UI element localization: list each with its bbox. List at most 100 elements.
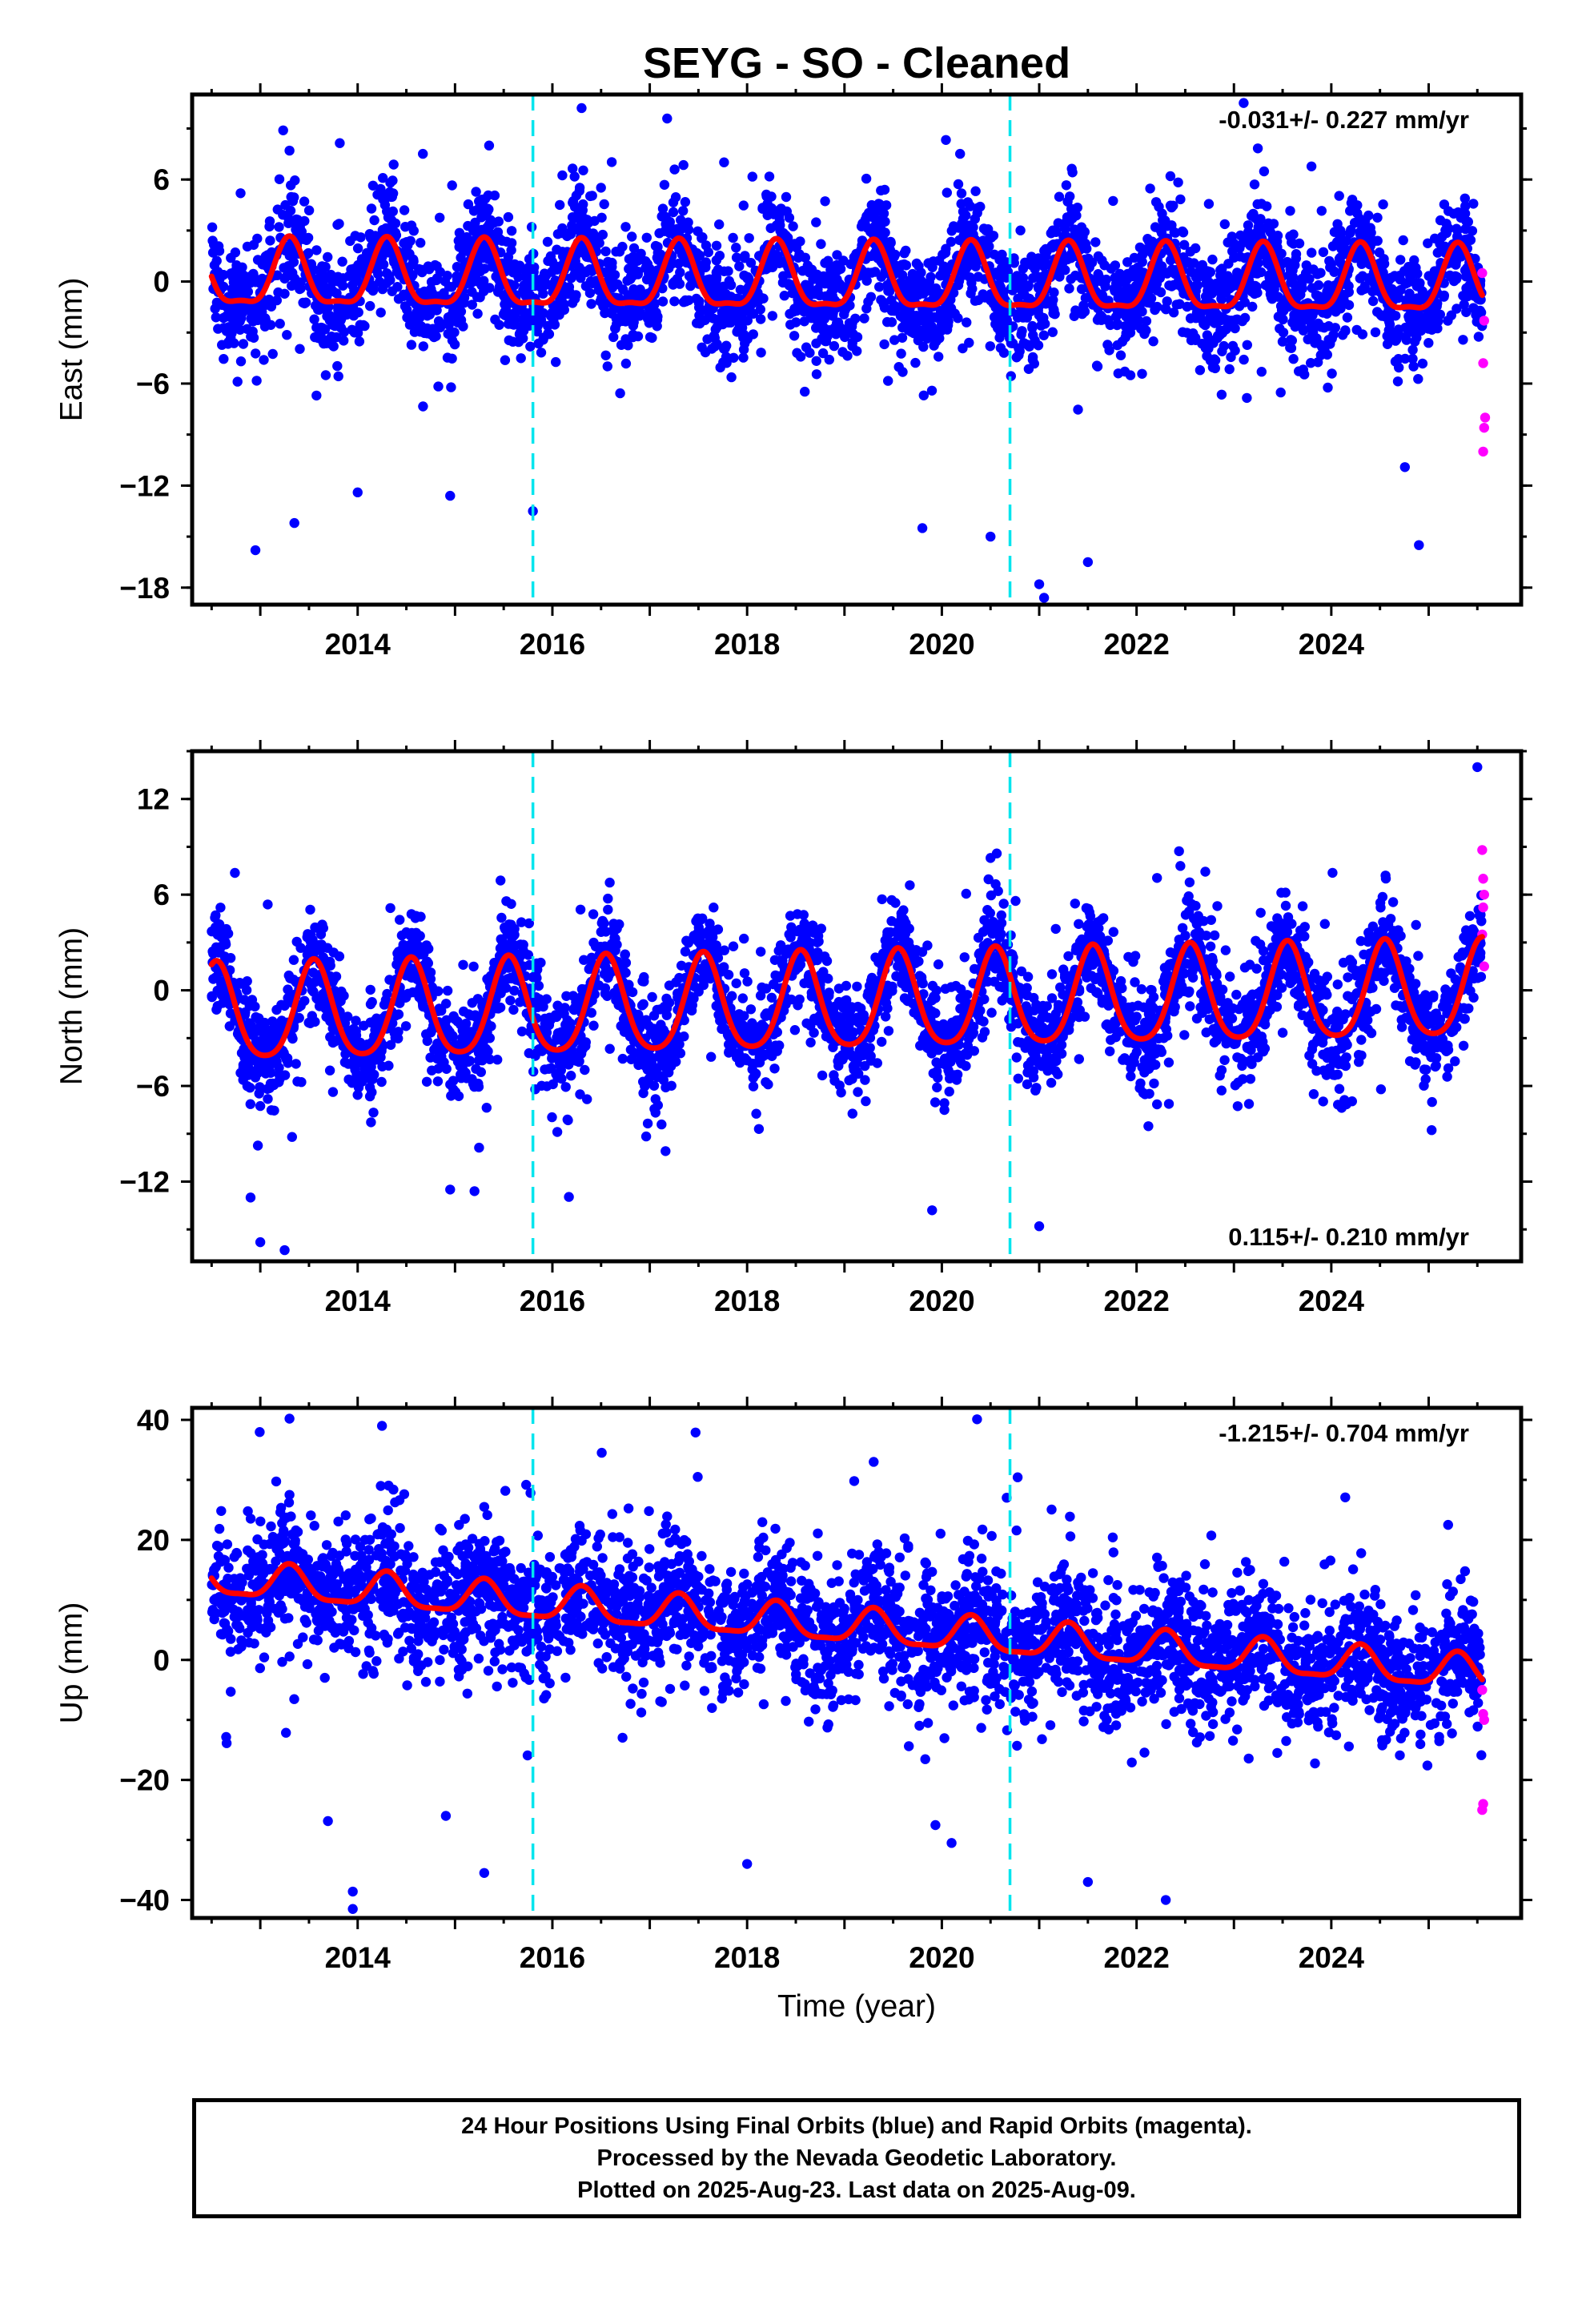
final-orbit-point: [1442, 1072, 1452, 1082]
final-orbit-point: [1131, 307, 1142, 318]
final-orbit-point: [267, 348, 278, 360]
final-orbit-point: [970, 214, 981, 224]
final-orbit-point: [471, 187, 481, 197]
final-orbit-point: [957, 218, 967, 229]
final-orbit-point: [1014, 343, 1024, 354]
final-orbit-point: [789, 331, 800, 341]
final-orbit-point: [729, 352, 739, 363]
final-orbit-point: [993, 323, 1003, 333]
final-orbit-point: [500, 293, 511, 304]
final-orbit-point: [211, 312, 221, 323]
final-orbit-point: [710, 273, 721, 283]
final-orbit-point: [738, 200, 749, 211]
final-orbit-point: [1460, 201, 1471, 211]
final-orbit-point: [259, 355, 269, 365]
final-orbit-point: [1340, 326, 1351, 336]
final-orbit-point: [761, 189, 772, 200]
final-orbit-point: [557, 227, 568, 239]
final-orbit-point: [1455, 249, 1465, 260]
final-orbit-point: [1247, 301, 1258, 312]
final-orbit-point: [458, 321, 468, 332]
final-orbit-point: [588, 1020, 599, 1031]
final-orbit-point: [1435, 215, 1446, 226]
final-orbit-point: [711, 240, 722, 251]
final-orbit-point: [640, 263, 651, 273]
final-orbit-point: [747, 171, 757, 182]
final-orbit-point: [811, 369, 822, 380]
final-orbit-point: [994, 332, 1005, 343]
final-orbit-point: [1313, 279, 1324, 291]
final-orbit-point: [1252, 143, 1263, 154]
final-orbit-point: [392, 282, 403, 292]
final-orbit-point: [632, 331, 644, 342]
final-orbit-point: [516, 353, 526, 364]
final-orbit-point: [1407, 314, 1418, 324]
final-orbit-point: [1396, 1022, 1407, 1032]
final-orbit-point: [1451, 259, 1461, 270]
final-orbit-point: [1456, 212, 1467, 223]
final-orbit-point: [1046, 1077, 1057, 1088]
final-orbit-point: [1108, 927, 1119, 937]
final-orbit-point: [881, 200, 892, 211]
final-orbit-point: [946, 295, 956, 305]
final-orbit-point: [784, 280, 795, 291]
final-orbit-point: [1105, 320, 1116, 331]
final-orbit-point: [604, 1043, 615, 1054]
final-orbit-point: [1285, 206, 1295, 216]
final-orbit-point: [1141, 316, 1152, 327]
final-orbit-point: [641, 232, 652, 243]
final-orbit-point: [1306, 358, 1316, 368]
final-orbit-point: [408, 226, 419, 236]
final-orbit-point: [788, 221, 798, 231]
final-orbit-point: [628, 243, 640, 254]
outlier-point: [1082, 557, 1094, 568]
final-orbit-point: [811, 338, 821, 348]
final-orbit-point: [1030, 335, 1040, 346]
final-orbit-point: [345, 303, 355, 313]
final-orbit-point: [1398, 235, 1408, 246]
final-orbit-point: [1251, 282, 1262, 292]
final-orbit-point: [731, 243, 741, 253]
final-orbit-point: [289, 273, 300, 283]
final-orbit-point: [1150, 197, 1162, 207]
final-orbit-point: [1400, 295, 1411, 306]
final-orbit-point: [745, 306, 756, 316]
final-orbit-point: [1378, 199, 1388, 210]
final-orbit-point: [1265, 289, 1276, 300]
final-orbit-point: [310, 332, 320, 343]
final-orbit-point: [245, 271, 256, 282]
final-orbit-point: [1392, 376, 1403, 387]
final-orbit-point: [1027, 320, 1038, 332]
final-orbit-point: [1379, 975, 1389, 987]
final-orbit-point: [1423, 238, 1433, 248]
final-orbit-point: [1415, 278, 1425, 288]
y-tick-label: 6: [153, 163, 170, 196]
final-orbit-point: [223, 337, 234, 348]
outlier-point: [284, 145, 295, 156]
final-orbit-point: [893, 264, 904, 275]
final-orbit-point: [1027, 355, 1038, 365]
final-orbit-point: [676, 960, 687, 971]
final-orbit-point: [644, 332, 656, 343]
final-orbit-point: [288, 955, 299, 965]
final-orbit-point: [737, 323, 748, 333]
final-orbit-point: [1277, 258, 1288, 268]
final-orbit-point: [828, 308, 838, 318]
final-orbit-point: [1365, 223, 1375, 233]
final-orbit-point: [291, 214, 302, 225]
final-orbit-point: [1259, 166, 1270, 177]
final-orbit-point: [444, 320, 454, 330]
final-orbit-point: [739, 270, 749, 281]
final-orbit-point: [1306, 161, 1317, 171]
final-orbit-point: [659, 179, 670, 190]
final-orbit-point: [1200, 292, 1211, 302]
final-orbit-point: [989, 249, 1000, 259]
final-orbit-point: [821, 336, 832, 347]
final-orbit-point: [1252, 199, 1263, 210]
final-orbit-point: [766, 203, 777, 214]
final-orbit-point: [338, 280, 348, 291]
final-orbit-point: [805, 310, 816, 321]
final-orbit-point: [1112, 340, 1122, 351]
final-orbit-point: [1134, 316, 1144, 326]
